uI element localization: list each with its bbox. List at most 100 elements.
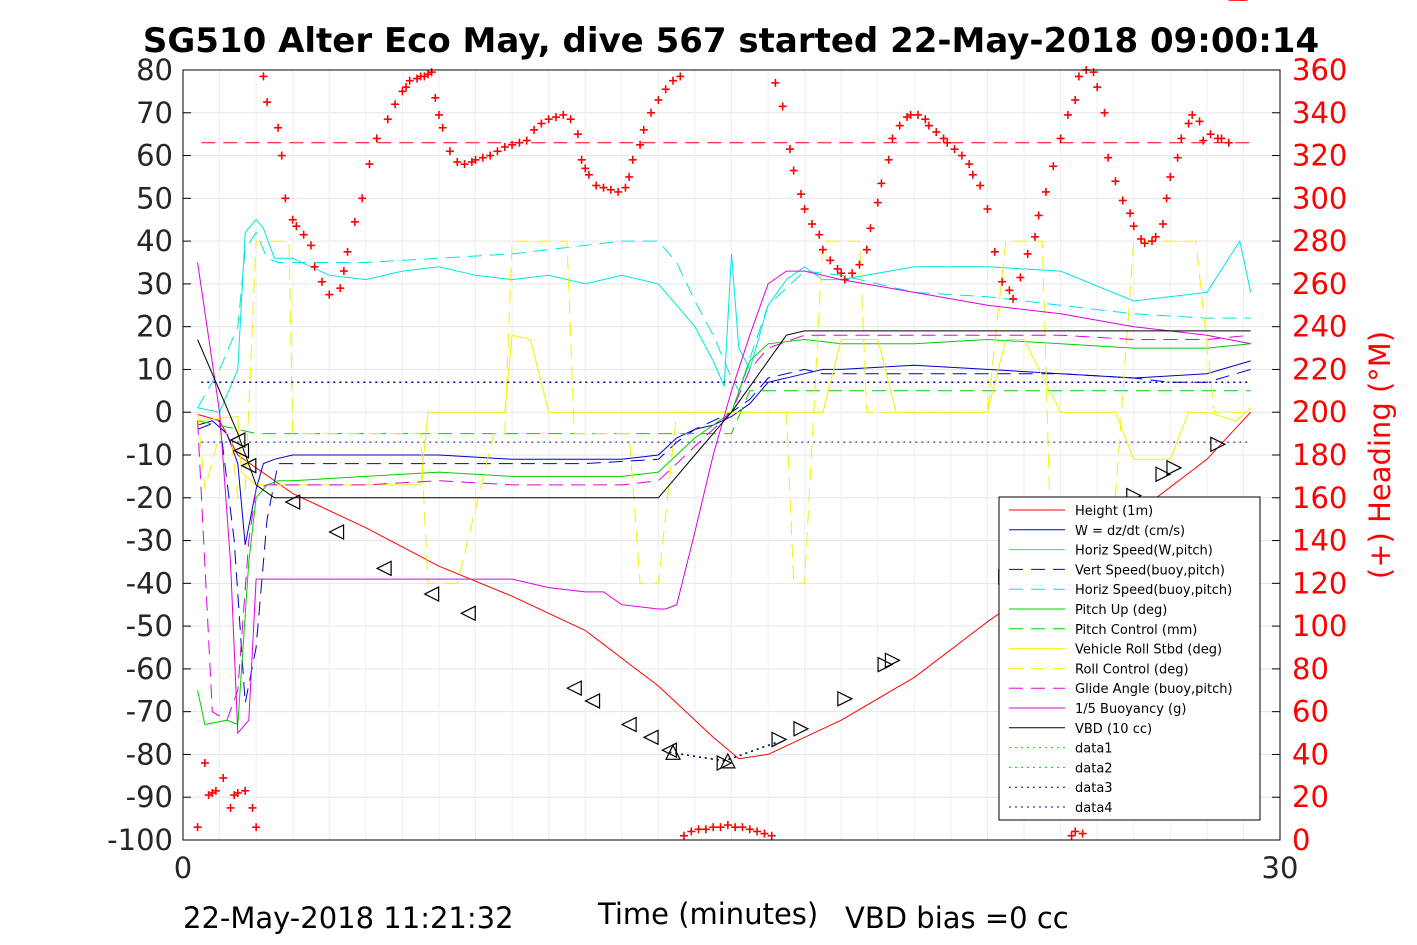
y-tick-label-left: 60: [136, 139, 173, 173]
series-line-vbd-10-cc-: [197, 330, 1251, 499]
heading-point: [551, 113, 560, 122]
heading-point: [292, 222, 301, 231]
heading-point: [211, 786, 220, 795]
heading-point: [1071, 827, 1080, 836]
heading-point: [577, 155, 586, 164]
heading-point: [1151, 232, 1160, 241]
y-tick-label-right: 180: [1292, 438, 1347, 472]
legend-label: data4: [1075, 801, 1113, 816]
heading-point: [336, 284, 345, 293]
heading-point: [566, 115, 575, 124]
y-tick-label-left: -70: [126, 695, 173, 729]
heading-point: [815, 230, 824, 239]
heading-point: [445, 147, 454, 156]
heading-point: [471, 155, 480, 164]
heading-point: [599, 183, 608, 192]
heading-point: [372, 134, 381, 143]
y-tick-label-right: 320: [1292, 139, 1347, 173]
heading-point: [515, 138, 524, 147]
heading-point: [789, 166, 798, 175]
heading-point: [434, 110, 443, 119]
y-tick-label-left: 80: [136, 53, 173, 87]
y-tick-label-left: -80: [126, 737, 173, 771]
heading-point: [1184, 119, 1193, 128]
y-tick-label-left: 30: [136, 267, 173, 301]
turn-marker: [229, 432, 246, 448]
legend-label: Horiz Speed(buoy,pitch): [1075, 583, 1232, 598]
footer-timestamp: 22-May-2018 11:21:32: [183, 901, 514, 935]
series-line-horiz-speed-buoy-pitch-: [197, 231, 1251, 409]
legend-label: Roll Control (deg): [1075, 662, 1189, 677]
heading-point: [343, 247, 352, 256]
heading-point: [1071, 95, 1080, 104]
y-tick-label-right: 100: [1292, 609, 1347, 643]
turn-marker: [284, 494, 301, 511]
y-tick-label-right: 280: [1292, 224, 1347, 258]
y-tick-label-right: 340: [1292, 96, 1347, 130]
turn-marker: [423, 586, 440, 602]
heading-point: [431, 93, 440, 102]
y-tick-label-left: 0: [155, 395, 173, 429]
legend-label: data2: [1075, 761, 1113, 776]
heading-point: [241, 786, 250, 795]
legend-label: Vehicle Roll Stbd (deg): [1075, 643, 1222, 658]
heading-point: [1016, 273, 1025, 282]
heading-point: [676, 72, 685, 81]
y-tick-label-right: 240: [1292, 310, 1347, 344]
heading-point: [833, 264, 842, 273]
heading-point: [767, 831, 776, 840]
y-tick-label-left: -60: [126, 652, 173, 686]
y-tick-label-left: -50: [126, 609, 173, 643]
heading-point: [625, 172, 634, 181]
heading-point: [848, 269, 857, 278]
legend-label: Glide Angle (buoy,pitch): [1075, 682, 1233, 697]
legend-label: Vert Speed(buoy,pitch): [1075, 563, 1225, 578]
heading-point: [391, 100, 400, 109]
heading-point: [866, 224, 875, 233]
heading-point: [1126, 209, 1135, 218]
legend-label: Horiz Speed(W,pitch): [1075, 544, 1213, 559]
heading-point: [1049, 162, 1058, 171]
heading-point: [200, 759, 209, 767]
heading-point: [921, 115, 930, 124]
heading-point: [771, 78, 780, 87]
heading-point: [1224, 138, 1233, 147]
heading-point: [530, 125, 539, 134]
heading-point: [1162, 194, 1171, 203]
heading-point: [628, 155, 637, 164]
heading-point: [193, 823, 202, 832]
heading-point: [1166, 172, 1175, 181]
chart-title: SG510 Alter Eco May, dive 567 started 22…: [143, 21, 1319, 61]
heading-layer: [193, 0, 1248, 840]
legend: Height (1m) W = dz/dt (cm/s) Horiz Speed(W…: [998, 496, 1261, 821]
heading-point: [263, 98, 272, 107]
series-layer: [197, 142, 1252, 762]
heading-point: [1129, 222, 1138, 231]
heading-point: [1177, 134, 1186, 143]
heading-point: [636, 140, 645, 149]
legend-label: Height (1m): [1075, 504, 1153, 519]
heading-point: [288, 215, 297, 224]
heading-point: [325, 290, 334, 299]
heading-point: [1195, 117, 1204, 126]
heading-point: [990, 247, 999, 256]
y-tick-label-left: -90: [126, 780, 173, 814]
turn-marker: [459, 605, 476, 622]
legend-label: W = dz/dt (cm/s): [1075, 524, 1185, 539]
heading-point: [1111, 177, 1120, 186]
heading-point: [800, 205, 809, 214]
heading-point: [1199, 136, 1208, 145]
heading-point: [306, 241, 315, 250]
heading-point: [786, 145, 795, 154]
heading-point: [233, 788, 242, 797]
heading-point: [1140, 239, 1149, 248]
series-line-data2: [669, 740, 780, 762]
heading-point: [508, 140, 517, 149]
y-tick-label-left: -30: [126, 524, 173, 558]
heading-point: [1217, 134, 1226, 143]
x-tick-label: 30: [1262, 851, 1299, 885]
heading-point: [888, 134, 897, 143]
heading-point: [1148, 237, 1157, 246]
heading-point: [460, 160, 469, 169]
turn-marker: [620, 716, 637, 733]
